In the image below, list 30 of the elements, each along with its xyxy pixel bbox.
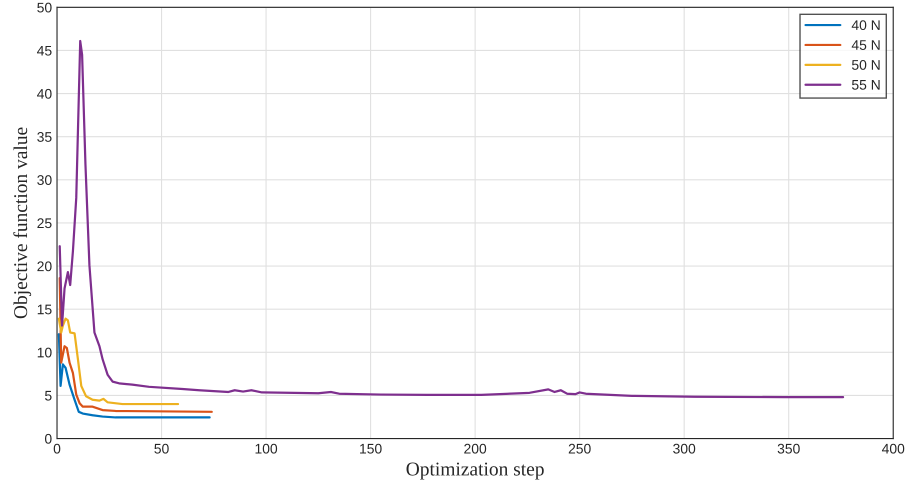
- x-tick-label: 200: [464, 444, 486, 454]
- line-series: [58, 40, 844, 398]
- line-series: [58, 277, 213, 413]
- y-axis-title: Objective function value: [13, 128, 32, 318]
- x-tick-label: 350: [778, 444, 800, 454]
- legend-label: 45 N: [852, 40, 880, 50]
- x-axis-title: Optimization step: [406, 462, 544, 480]
- line-series: [58, 333, 211, 419]
- legend-label: 55 N: [852, 80, 880, 90]
- legend-label: 40 N: [852, 20, 880, 30]
- x-tick-label: 300: [673, 444, 696, 454]
- x-tick-label: 50: [154, 444, 169, 454]
- y-tick-label: 15: [38, 304, 52, 314]
- line-series: [58, 318, 180, 406]
- y-tick-label: 45: [37, 46, 52, 56]
- x-tick-label: 150: [360, 444, 382, 454]
- y-tick-label: 30: [37, 175, 52, 185]
- y-tick-label: 35: [37, 132, 52, 142]
- y-tick-label: 5: [44, 390, 52, 401]
- y-tick-label: 0: [44, 434, 52, 444]
- x-tick-label: 0: [54, 444, 60, 454]
- y-tick-label: 20: [37, 261, 52, 272]
- y-tick-label: 25: [37, 218, 52, 228]
- y-tick-label: 50: [37, 2, 52, 13]
- x-tick-label: 100: [256, 444, 278, 454]
- y-tick-label: 40: [37, 88, 52, 99]
- x-tick-label: 250: [568, 444, 591, 454]
- y-tick-label: 10: [38, 348, 52, 358]
- x-tick-label: 400: [882, 444, 904, 454]
- legend-label: 50 N: [852, 60, 880, 70]
